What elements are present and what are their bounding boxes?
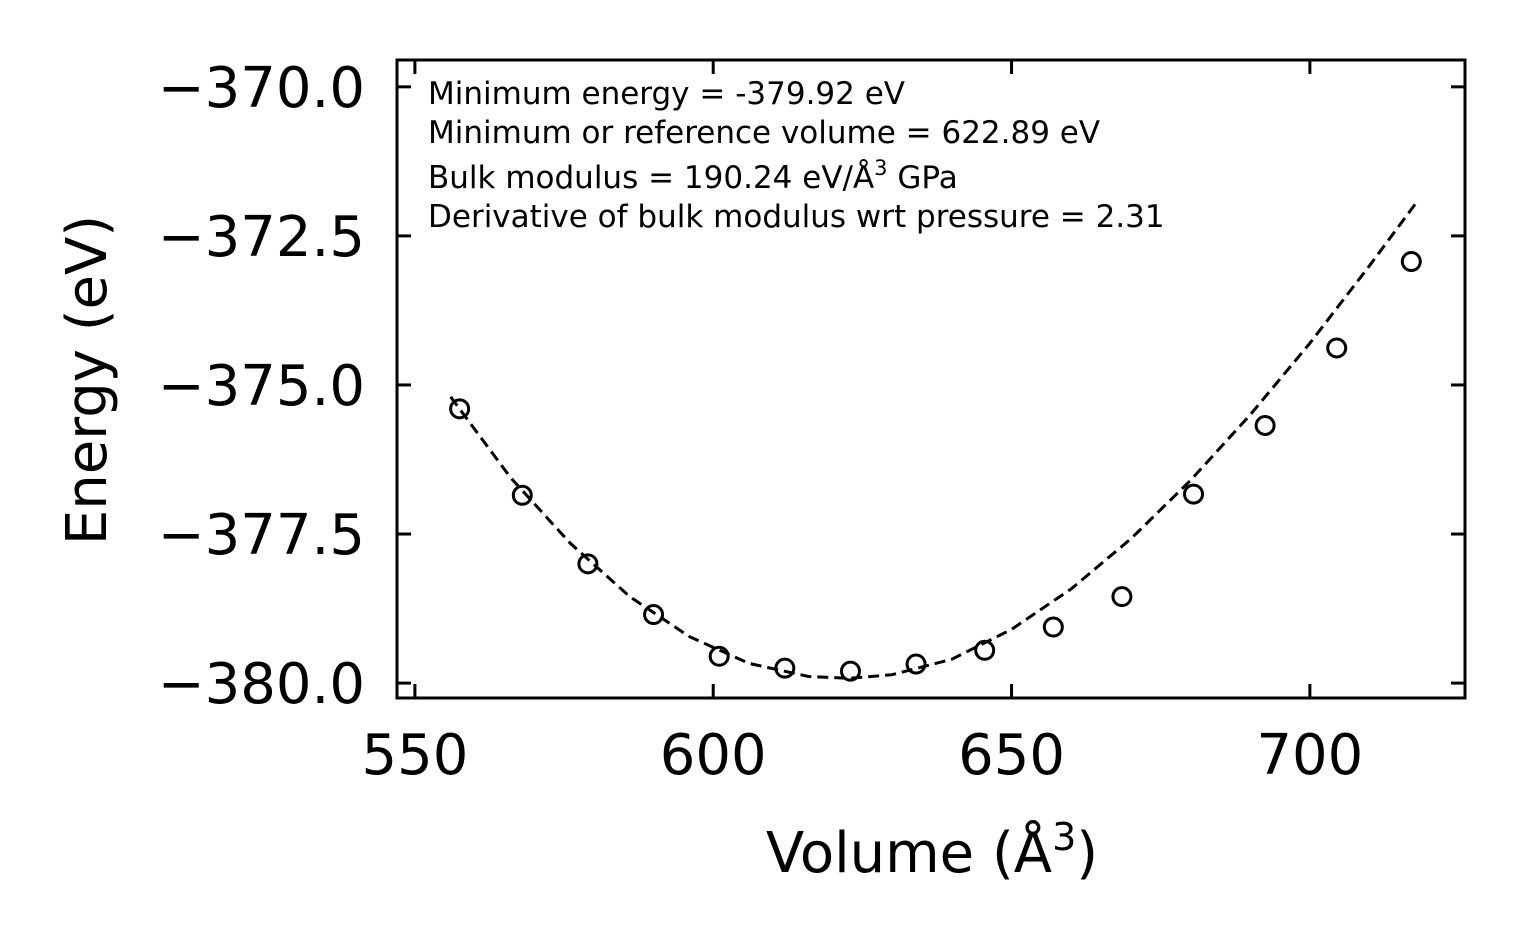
data-point-13 <box>1326 337 1348 359</box>
annotation-min-volume: Minimum or reference volume = 622.89 eV <box>428 115 1100 151</box>
data-point-5 <box>774 657 796 679</box>
x-axis-label-sup: 3 <box>1052 815 1076 859</box>
ticks-layer: 550 600 650 700 −370.0 −372.5 −375.0 −377.5 −380… <box>158 56 1465 788</box>
annotation-bulk-modulus-text: Bulk modulus = 190.24 eV/Å <box>428 160 874 196</box>
y-tick-label-1: −372.5 <box>158 205 365 270</box>
x-tick-label-650: 650 <box>958 723 1065 788</box>
data-point-9 <box>1042 616 1064 638</box>
annotation-block: Minimum energy = -379.92 eV Minimum or r… <box>428 76 1165 235</box>
x-tick-label-550: 550 <box>361 723 468 788</box>
annotation-bulk-modulus-unit: GPa <box>888 160 958 196</box>
x-axis-label: Volume (Å3) <box>766 815 1098 886</box>
annotation-bulk-modulus-sup: 3 <box>874 156 887 180</box>
data-point-2 <box>577 553 599 575</box>
data-point-0 <box>449 398 471 420</box>
data-point-7 <box>905 653 927 675</box>
data-point-8 <box>974 639 996 661</box>
x-axis-label-close: ) <box>1076 821 1098 886</box>
series-layer <box>449 200 1422 682</box>
y-tick-label-3: −377.5 <box>158 503 365 568</box>
data-point-1 <box>511 484 533 506</box>
data-point-6 <box>839 660 861 682</box>
x-tick-label-700: 700 <box>1256 723 1363 788</box>
x-axis-label-text: Volume (Å <box>766 820 1052 886</box>
y-tick-label-4: −380.0 <box>158 652 365 717</box>
y-tick-label-2: −375.0 <box>158 354 365 419</box>
plot-frame <box>395 58 1467 700</box>
fit-curve <box>449 200 1419 680</box>
data-point-12 <box>1254 415 1276 437</box>
data-point-14 <box>1400 251 1422 273</box>
annotation-min-energy: Minimum energy = -379.92 eV <box>428 76 905 112</box>
data-point-3 <box>643 604 665 626</box>
y-axis-label: Energy (eV) <box>55 215 120 545</box>
annotation-bulk-modulus: Bulk modulus = 190.24 eV/Å3 GPa <box>428 156 958 196</box>
annotation-derivative: Derivative of bulk modulus wrt pressure … <box>428 199 1165 235</box>
data-point-10 <box>1111 586 1133 608</box>
x-tick-label-600: 600 <box>660 723 767 788</box>
data-point-11 <box>1183 483 1205 505</box>
y-tick-label-0: −370.0 <box>158 56 365 121</box>
data-point-4 <box>708 645 730 667</box>
